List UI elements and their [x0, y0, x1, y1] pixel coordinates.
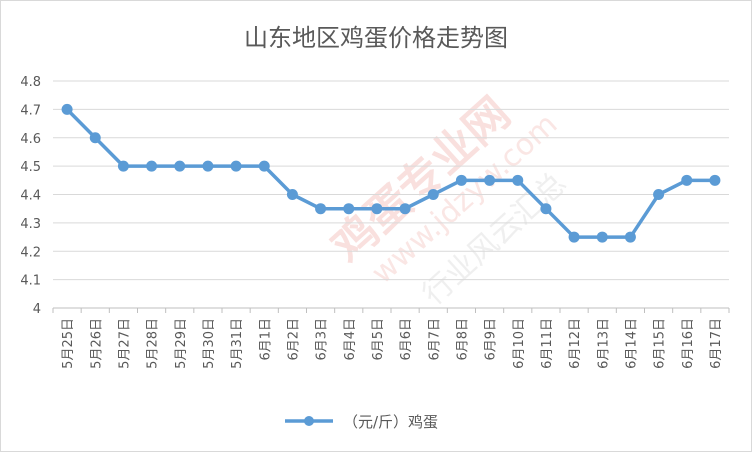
data-point [568, 231, 580, 243]
x-tick-label: 6月1日 [258, 318, 273, 361]
data-point [343, 203, 355, 215]
x-tick-label: 6月13日 [596, 318, 611, 369]
y-tick-label: 4.6 [20, 132, 41, 147]
data-point [89, 132, 101, 144]
data-point [653, 189, 665, 200]
data-point [286, 189, 298, 200]
x-tick-label: 6月5日 [371, 318, 386, 361]
data-point [512, 174, 524, 186]
data-point [174, 160, 186, 172]
x-axis-ticks: 5月25日 5月26日 5月27日 5月28日 5月29日 5月30日 5月31日 6月1日 6… [52, 308, 730, 369]
y-tick-label: 4.1 [20, 274, 41, 289]
x-tick-label: 5月25日 [61, 318, 76, 369]
x-tick-label: 6月12日 [568, 318, 583, 369]
data-point [117, 160, 129, 172]
data-point [681, 174, 693, 186]
legend-label: （元/斤）鸡蛋 [343, 413, 438, 431]
data-point [596, 231, 608, 243]
x-tick-label: 5月29日 [174, 318, 189, 369]
y-tick-label: 4.8 [20, 75, 41, 90]
x-tick-label: 6月6日 [399, 318, 414, 361]
data-point [371, 203, 383, 215]
y-tick-label: 4 [33, 302, 41, 317]
y-tick-label: 4.2 [20, 245, 41, 260]
data-point [540, 203, 552, 215]
x-tick-label: 6月16日 [681, 318, 696, 369]
x-tick-label: 5月30日 [202, 318, 217, 369]
x-tick-label: 5月28日 [146, 318, 161, 369]
data-point [61, 103, 73, 115]
data-point [709, 174, 721, 186]
data-point [455, 174, 467, 186]
x-tick-label: 6月4日 [343, 318, 358, 361]
x-tick-label: 6月15日 [653, 318, 668, 369]
series-layer [61, 103, 721, 243]
legend-dot-marker [304, 416, 314, 426]
data-point [230, 160, 242, 172]
x-tick-label: 5月31日 [230, 318, 245, 369]
y-tick-label: 4.4 [20, 189, 41, 204]
y-tick-label: 4.3 [20, 217, 41, 232]
data-point [146, 160, 158, 172]
x-tick-label: 6月17日 [709, 318, 724, 369]
y-tick-label: 4.7 [20, 103, 41, 118]
data-point [202, 160, 214, 172]
data-point [484, 174, 496, 186]
x-tick-label: 6月9日 [484, 318, 499, 361]
x-tick-label: 6月7日 [427, 318, 442, 361]
data-point [315, 203, 327, 215]
y-tick-label: 4.5 [20, 160, 41, 175]
x-tick-label: 6月3日 [315, 318, 330, 361]
data-point [399, 203, 411, 215]
x-tick-label: 6月14日 [624, 318, 639, 369]
x-tick-label: 6月10日 [512, 318, 527, 369]
x-tick-label: 6月8日 [455, 318, 470, 361]
legend: （元/斤）鸡蛋 [285, 413, 438, 431]
x-tick-label: 5月27日 [117, 318, 132, 369]
data-point [427, 189, 439, 200]
chart-title: 山东地区鸡蛋价格走势图 [244, 24, 508, 52]
x-tick-label: 6月2日 [286, 318, 301, 361]
x-tick-label: 5月26日 [89, 318, 104, 369]
x-tick-label: 6月11日 [540, 318, 555, 369]
y-axis-ticks: 4 4.1 4.2 4.3 4.4 4.5 4.6 4.7 4.8 [20, 75, 41, 317]
data-point [624, 231, 636, 243]
data-point [258, 160, 270, 172]
